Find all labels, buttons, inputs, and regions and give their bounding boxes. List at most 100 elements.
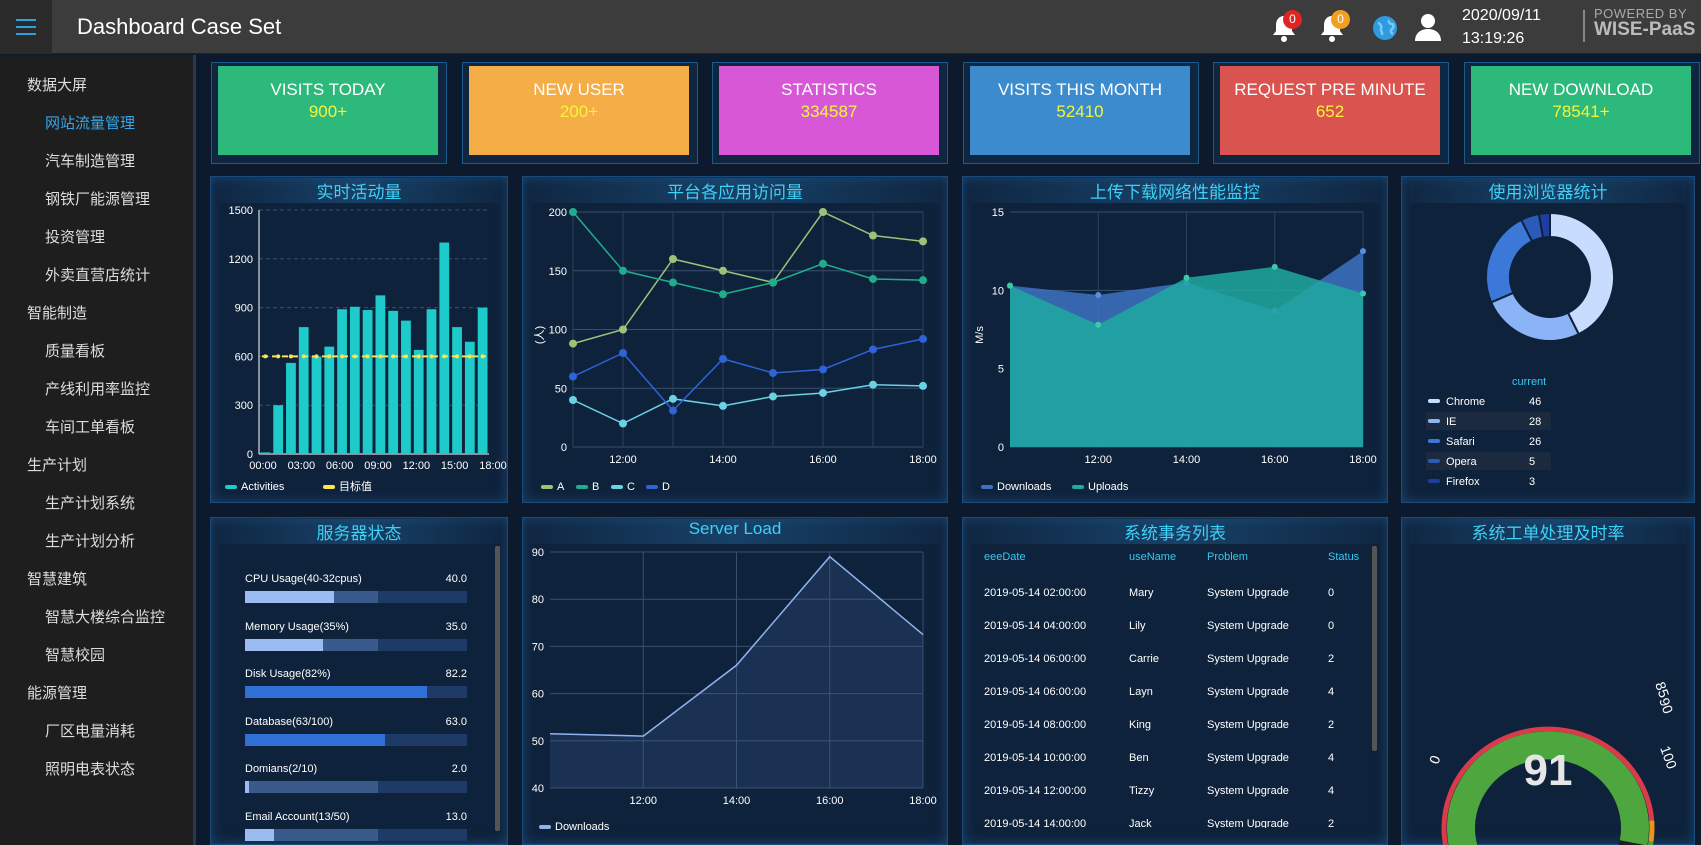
sidebar-item[interactable]: 投资管理 xyxy=(45,229,106,246)
data-point xyxy=(719,354,727,363)
table-row[interactable]: 2019-05-14 06:00:00 Layn System Upgrade 4 xyxy=(984,676,1364,709)
legend-value: 5 xyxy=(1529,456,1535,468)
bar xyxy=(260,452,271,454)
scrollbar[interactable] xyxy=(1372,546,1377,751)
powered-by-logo: POWERED BY WISE-PaaS xyxy=(1594,7,1695,40)
table-row[interactable]: 2019-05-14 10:00:00 Ben System Upgrade 4 xyxy=(984,742,1364,775)
server-status-row: Database(63/100) 63.0 xyxy=(245,715,467,746)
sidebar-item[interactable]: 数据大屏 xyxy=(27,77,88,94)
column-header[interactable]: useName xyxy=(1129,551,1177,563)
sidebar-item[interactable]: 智慧校园 xyxy=(45,647,106,664)
sidebar-item[interactable]: 生产计划 xyxy=(27,457,88,474)
y-tick-label: 0 xyxy=(247,449,253,461)
x-tick-label: 16:00 xyxy=(809,454,837,466)
x-tick-label: 03:00 xyxy=(288,460,316,472)
server-load-chart: 40 50 60 70 80 90 12:00 14:00 16:00 18:00 Download… xyxy=(532,547,937,833)
x-tick-label: 00:00 xyxy=(249,460,277,472)
data-point xyxy=(819,388,827,397)
data-point xyxy=(569,396,577,404)
table-row[interactable]: 2019-05-14 14:00:00 Jack System Upgrade 2 xyxy=(984,808,1364,828)
metric-value: 82.2 xyxy=(445,668,467,680)
metric-label: CPU Usage(40-32cpus) xyxy=(245,573,362,585)
table-cell: 4 xyxy=(1328,686,1335,698)
bar xyxy=(439,242,450,454)
table-row[interactable]: 2019-05-14 02:00:00 Mary System Upgrade 0 xyxy=(984,577,1364,610)
hamburger-menu-icon[interactable] xyxy=(0,0,52,54)
sidebar-item[interactable]: 生产计划分析 xyxy=(45,533,136,550)
data-point xyxy=(669,255,677,263)
sidebar-item[interactable]: 钢铁厂能源管理 xyxy=(45,191,151,208)
panel-title: 平台各应用访问量 xyxy=(531,178,939,203)
sidebar-item[interactable]: 产线利用率监控 xyxy=(45,381,151,398)
stat-tile[interactable]: NEW USER 200+ xyxy=(469,66,689,155)
server-status-row: Domians(2/10) 2.0 xyxy=(245,763,467,793)
current-date: 2020/09/11 xyxy=(1462,7,1541,24)
sidebar-item[interactable]: 生产计划系统 xyxy=(45,495,136,512)
legend-swatch xyxy=(576,485,588,489)
metric-bar-fill xyxy=(245,828,274,841)
bar xyxy=(286,362,296,454)
column-header[interactable]: Status xyxy=(1328,551,1360,563)
metric-bar-fill xyxy=(245,591,334,603)
stat-tile[interactable]: STATISTICS 334587 xyxy=(719,66,939,155)
y-tick-label: 600 xyxy=(235,351,253,363)
sidebar-item[interactable]: 网站流量管理 xyxy=(45,115,136,132)
stat-tile-frame: VISITS TODAY 900+ xyxy=(211,62,447,164)
x-tick-label: 12:00 xyxy=(1084,454,1112,466)
globe-icon[interactable] xyxy=(1372,15,1398,46)
table-cell: 2019-05-14 06:00:00 xyxy=(984,686,1087,698)
stat-tile[interactable]: REQUEST PRE MINUTE 652 xyxy=(1220,66,1440,155)
target-point xyxy=(480,354,485,359)
column-header[interactable]: eeeDate xyxy=(984,551,1026,563)
stat-tile-frame: NEW DOWNLOAD 78541+ xyxy=(1464,62,1700,164)
y-tick-label: 200 xyxy=(549,207,567,219)
stat-tile[interactable]: NEW DOWNLOAD 78541+ xyxy=(1471,66,1691,155)
target-point xyxy=(391,354,396,359)
bar xyxy=(388,310,399,454)
gauge-tick-label: 100 xyxy=(1657,744,1680,772)
table-row[interactable]: 2019-05-14 08:00:00 King System Upgrade 2 xyxy=(984,709,1364,742)
metric-value: 2.0 xyxy=(451,763,467,775)
notification-bell-icon[interactable]: 0 xyxy=(1268,10,1302,44)
stat-tile[interactable]: VISITS TODAY 900+ xyxy=(218,66,438,155)
bar xyxy=(298,327,309,454)
sidebar-item[interactable]: 能源管理 xyxy=(27,685,88,702)
legend-swatch xyxy=(323,485,335,489)
table-row[interactable]: 2019-05-14 12:00:00 Tizzy System Upgrade 4 xyxy=(984,775,1364,808)
target-point xyxy=(442,354,447,359)
table-row[interactable]: 2019-05-14 06:00:00 Carrie System Upgrade 2 xyxy=(984,643,1364,676)
stat-tile-label: VISITS TODAY xyxy=(270,80,386,99)
target-point xyxy=(340,354,345,359)
data-point xyxy=(619,325,627,334)
sidebar-item[interactable]: 厂区电量消耗 xyxy=(45,723,136,740)
column-header[interactable]: Problem xyxy=(1207,551,1248,563)
sidebar-item[interactable]: 质量看板 xyxy=(45,343,106,360)
sidebar-item[interactable]: 智慧大楼综合监控 xyxy=(45,609,166,626)
sidebar-nav: 数据大屏网站流量管理 汽车制造管理 钢铁厂能源管理 投资管理外卖直营店统计智能制造质量… xyxy=(0,55,193,797)
data-point xyxy=(669,278,677,287)
sidebar-item[interactable]: 外卖直营店统计 xyxy=(45,267,151,284)
sidebar-item[interactable]: 智慧建筑 xyxy=(27,571,88,588)
metric-label: Database(63/100) xyxy=(245,715,334,728)
scrollbar[interactable] xyxy=(495,546,500,831)
target-point xyxy=(455,354,460,359)
legend-header: current xyxy=(1512,376,1546,388)
sidebar-item[interactable]: 智能制造 xyxy=(27,305,88,322)
user-avatar-icon[interactable] xyxy=(1413,12,1443,47)
x-tick-label: 18:00 xyxy=(479,460,507,472)
table-cell: System Upgrade xyxy=(1207,620,1289,632)
y-tick-label: 0 xyxy=(561,442,567,454)
series-line xyxy=(549,555,924,737)
sidebar-item[interactable]: 汽车制造管理 xyxy=(45,153,136,170)
metric-bar xyxy=(245,828,467,841)
stat-tile[interactable]: VISITS THIS MONTH 52410 xyxy=(970,66,1190,155)
table-cell: 2 xyxy=(1328,818,1335,828)
legend-swatch xyxy=(1428,439,1440,443)
data-point xyxy=(619,349,627,357)
sidebar-item[interactable]: 照明电表状态 xyxy=(45,761,136,778)
data-point xyxy=(919,381,927,390)
table-row[interactable]: 2019-05-14 04:00:00 Lily System Upgrade 0 xyxy=(984,610,1364,643)
metric-bar xyxy=(245,781,467,793)
alert-bell-icon[interactable]: 0 xyxy=(1316,10,1350,44)
sidebar-item[interactable]: 车间工单看板 xyxy=(45,419,136,436)
